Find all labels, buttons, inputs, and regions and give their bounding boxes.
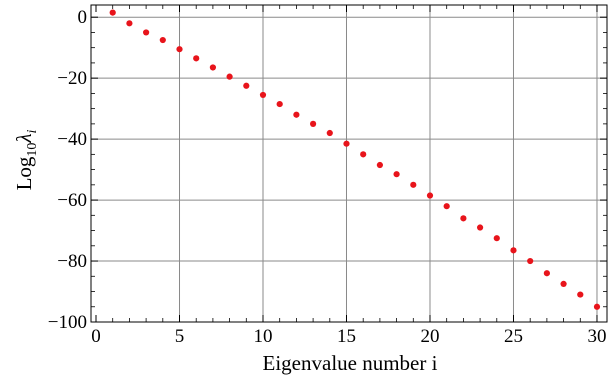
- x-tick-label: 20: [420, 326, 439, 347]
- data-point: [493, 235, 500, 242]
- data-point: [460, 215, 467, 222]
- data-point: [159, 36, 166, 44]
- data-points: [109, 9, 601, 310]
- data-point: [243, 82, 250, 89]
- data-point: [259, 91, 267, 99]
- y-tick-label: −80: [57, 251, 87, 272]
- x-axis-label: Eigenvalue number i: [263, 351, 438, 375]
- y-axis-label-main: Log: [12, 156, 36, 190]
- data-point: [226, 73, 233, 80]
- data-point: [209, 64, 217, 71]
- data-point: [476, 224, 484, 231]
- data-point: [527, 257, 534, 265]
- data-point: [193, 55, 200, 62]
- y-tick-label: 0: [78, 7, 88, 28]
- y-tick-label: −100: [48, 312, 87, 333]
- data-point: [560, 280, 567, 287]
- data-point: [176, 46, 183, 53]
- data-point: [593, 303, 601, 310]
- ticks: 0 5 10 15 20 25 30 0 −20 −40 −60 −80 −100: [48, 5, 607, 347]
- data-point: [126, 20, 133, 27]
- x-tick-label: 25: [504, 326, 523, 347]
- x-tick-label: 5: [175, 326, 185, 347]
- y-axis-label-sub1: 10: [25, 143, 40, 157]
- data-point: [410, 181, 417, 188]
- x-tick-label: 0: [91, 326, 101, 347]
- data-point: [293, 111, 300, 118]
- data-point: [443, 203, 450, 210]
- data-point: [143, 29, 150, 36]
- grid: [91, 5, 607, 322]
- data-point: [543, 270, 550, 277]
- data-point: [426, 192, 434, 199]
- y-tick-label: −60: [57, 190, 87, 211]
- x-tick-label: 10: [254, 326, 273, 347]
- data-point: [326, 129, 333, 137]
- x-tick-label: 15: [337, 326, 356, 347]
- data-point: [510, 247, 517, 254]
- y-axis-label-sub2: i: [25, 129, 40, 133]
- data-point: [343, 140, 350, 147]
- y-tick-label: −40: [57, 129, 87, 150]
- y-tick-label: −20: [57, 68, 87, 89]
- data-point: [376, 161, 383, 169]
- data-point: [360, 151, 367, 158]
- data-point: [309, 120, 317, 127]
- plot-frame: [90, 4, 608, 323]
- data-point: [393, 171, 400, 178]
- y-axis-label-lambda: λ: [12, 133, 36, 143]
- y-axis-label: Log10λi: [12, 129, 40, 190]
- data-point: [577, 291, 584, 298]
- data-point: [109, 9, 116, 16]
- x-tick-label: 30: [587, 326, 606, 347]
- data-point: [276, 100, 283, 108]
